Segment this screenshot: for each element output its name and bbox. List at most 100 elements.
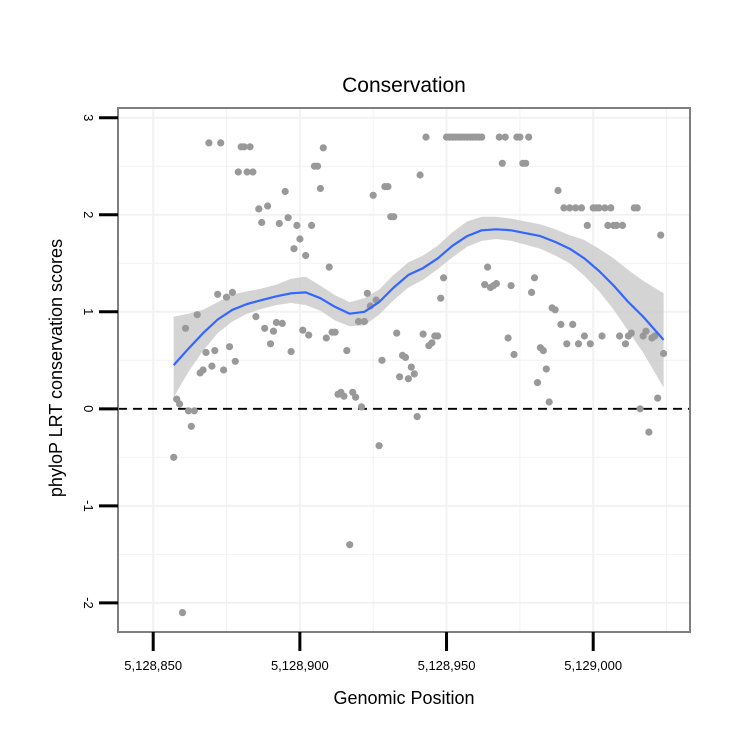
data-point	[258, 218, 266, 227]
data-point	[225, 343, 234, 351]
data-point	[621, 340, 630, 348]
data-point	[222, 293, 231, 301]
data-point	[187, 422, 195, 430]
data-point	[563, 340, 571, 348]
data-point	[586, 340, 594, 348]
data-point	[569, 320, 577, 328]
data-point	[413, 413, 421, 421]
data-point	[272, 318, 280, 327]
data-point	[525, 133, 533, 141]
data-point	[642, 327, 650, 335]
data-point	[607, 204, 615, 212]
data-point	[181, 324, 190, 332]
y-axis-label: phyloP LRT conservation scores	[46, 239, 66, 497]
y-tick-label: -1	[81, 500, 96, 512]
panel-border	[117, 107, 691, 633]
data-point	[176, 400, 184, 408]
data-point	[346, 541, 354, 549]
data-point	[404, 375, 412, 383]
chart-title: Conservation	[342, 74, 466, 97]
data-point	[651, 332, 659, 340]
data-point	[572, 204, 580, 212]
data-point	[363, 289, 371, 297]
data-point	[202, 348, 210, 357]
data-point	[478, 133, 486, 141]
data-point	[296, 235, 304, 243]
data-point	[184, 407, 192, 415]
data-point	[281, 187, 289, 196]
data-point	[290, 245, 298, 253]
data-point	[618, 221, 627, 229]
x-axis-label: Genomic Position	[333, 688, 474, 708]
data-point	[249, 168, 257, 176]
data-point	[510, 350, 518, 359]
data-point	[660, 349, 668, 358]
data-point	[542, 365, 550, 373]
data-point	[278, 319, 286, 327]
data-point	[390, 213, 398, 221]
data-point	[437, 294, 445, 302]
data-point	[269, 327, 278, 335]
data-point	[554, 186, 562, 195]
data-point	[252, 313, 260, 321]
data-point	[401, 353, 410, 361]
data-point	[240, 143, 248, 151]
data-point	[601, 204, 609, 212]
x-tick-label: 5,128,950	[418, 658, 476, 673]
data-point	[580, 332, 589, 340]
data-points	[170, 133, 668, 617]
data-point	[539, 347, 547, 355]
data-point	[178, 609, 187, 617]
y-tick-label: 2	[81, 211, 96, 218]
x-tick-label: 5,128,850	[124, 658, 182, 673]
data-point	[407, 363, 415, 371]
data-point	[375, 442, 383, 450]
data-point	[217, 139, 225, 147]
data-point	[507, 282, 515, 290]
data-point	[193, 311, 201, 319]
data-point	[313, 162, 322, 170]
data-point	[440, 274, 448, 282]
data-point	[598, 332, 606, 340]
data-point	[234, 168, 242, 176]
data-point	[501, 133, 509, 141]
data-point	[551, 306, 559, 314]
data-point	[302, 251, 310, 260]
data-point	[246, 143, 254, 151]
data-point	[264, 202, 272, 210]
data-point	[595, 204, 603, 212]
data-point	[360, 317, 368, 326]
data-point	[577, 204, 586, 212]
data-point	[428, 339, 436, 347]
data-point	[516, 133, 524, 141]
smooth-line	[172, 228, 665, 366]
axes: -2 -1 0 1 2 3 5,128,850 5,128,900 5,128,950 5,129…	[81, 114, 622, 673]
smooth-line-layer	[172, 228, 665, 366]
data-point	[396, 373, 404, 381]
data-point	[205, 139, 213, 147]
data-point	[560, 204, 568, 212]
data-point	[211, 347, 219, 355]
data-point	[645, 428, 653, 436]
data-point	[654, 394, 662, 402]
data-point	[583, 221, 591, 229]
data-point	[308, 221, 316, 229]
data-point	[566, 204, 574, 212]
data-point	[369, 191, 377, 199]
data-point	[410, 370, 418, 378]
data-point	[434, 332, 442, 340]
data-point	[255, 205, 263, 213]
data-point	[495, 133, 503, 141]
data-point	[170, 453, 178, 461]
data-point	[199, 366, 207, 374]
x-tick-label: 5,128,900	[271, 658, 329, 673]
data-point	[228, 288, 236, 296]
data-point	[498, 159, 506, 167]
data-point	[604, 221, 612, 229]
x-tick-label: 5,129,000	[564, 658, 622, 673]
data-point	[574, 340, 583, 348]
y-tick-label: 1	[81, 308, 96, 315]
y-tick-label: 0	[81, 405, 96, 412]
